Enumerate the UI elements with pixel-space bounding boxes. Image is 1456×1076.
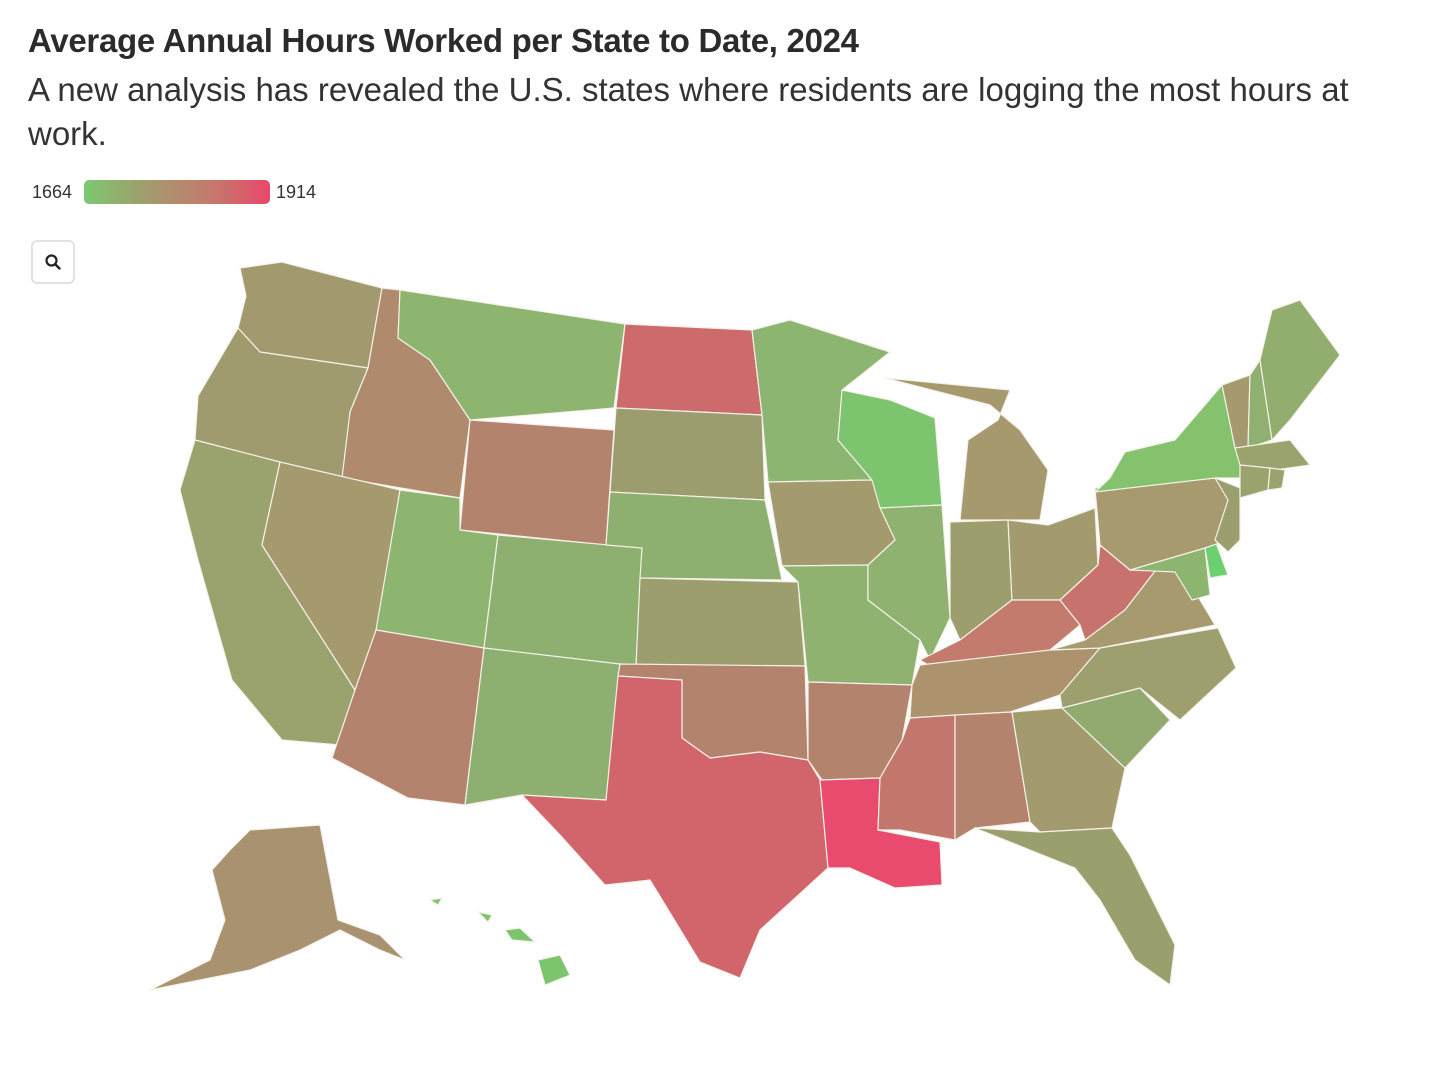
state-nm[interactable] bbox=[464, 647, 621, 806]
legend-min-label: 1664 bbox=[32, 182, 73, 202]
state-sd[interactable] bbox=[609, 407, 766, 501]
state-fl[interactable] bbox=[974, 827, 1176, 986]
state-co[interactable] bbox=[483, 534, 643, 667]
state-nd[interactable] bbox=[615, 323, 763, 416]
chart-subtitle: A new analysis has revealed the U.S. sta… bbox=[28, 71, 1349, 152]
legend-gradient-bar bbox=[84, 180, 270, 204]
chart-title: Average Annual Hours Worked per State to… bbox=[28, 22, 859, 59]
state-ct[interactable] bbox=[1239, 464, 1271, 499]
state-tx[interactable] bbox=[521, 675, 829, 979]
state-ma[interactable] bbox=[1234, 439, 1311, 471]
zoom-search-button[interactable] bbox=[31, 240, 75, 284]
states-layer bbox=[149, 261, 1341, 991]
state-al[interactable] bbox=[954, 711, 1031, 841]
search-icon bbox=[45, 254, 61, 270]
state-il[interactable] bbox=[867, 504, 951, 661]
state-ky[interactable] bbox=[919, 599, 1081, 673]
state-ks[interactable] bbox=[635, 577, 806, 667]
state-wy[interactable] bbox=[459, 419, 615, 546]
state-ri[interactable] bbox=[1267, 467, 1286, 491]
state-hi[interactable] bbox=[429, 897, 571, 986]
legend-max-label: 1914 bbox=[276, 182, 317, 202]
state-ak[interactable] bbox=[149, 824, 406, 991]
state-me[interactable] bbox=[1259, 299, 1341, 441]
